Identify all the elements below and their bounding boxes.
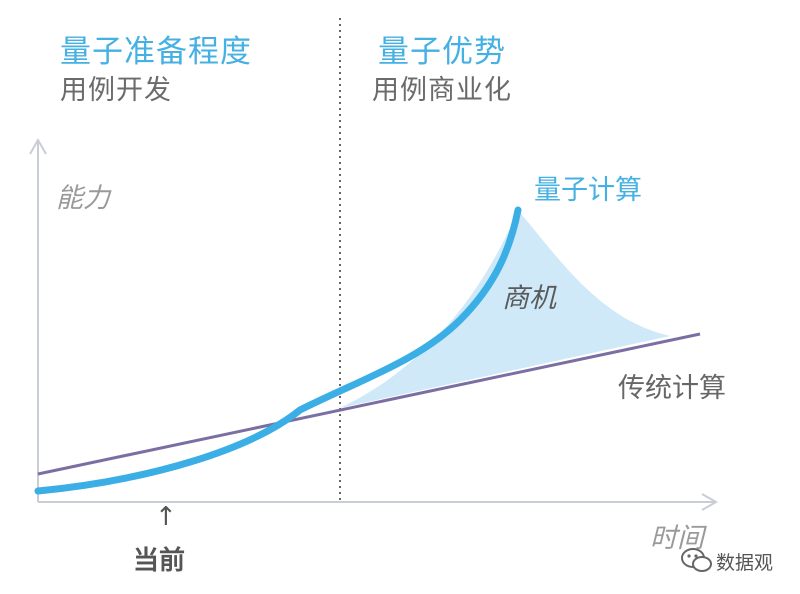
y-axis-arrowhead [29, 137, 47, 155]
quantum-computing-label: 量子计算 [534, 175, 642, 206]
classical-computing-label: 传统计算 [618, 373, 726, 404]
quantum-computing-curve [34, 206, 522, 495]
opportunity-region [340, 210, 670, 408]
wechat-logo-icon [681, 548, 712, 572]
readiness-phase-subtitle: 用例开发 [60, 75, 172, 106]
current-marker-arrow: ↑ [155, 502, 177, 532]
x-axis-arrowhead [701, 493, 719, 511]
y-axis-label: 能力 [56, 183, 110, 214]
watermark-text: 数据观 [716, 552, 774, 574]
advantage-phase-subtitle: 用例商业化 [372, 75, 512, 106]
watermark: 数据观 [680, 544, 792, 578]
advantage-phase-title: 量子优势 [378, 34, 506, 70]
classical-computing-line [37, 332, 701, 476]
opportunity-label: 商机 [502, 283, 556, 314]
current-marker-label: 当前 [133, 546, 186, 576]
readiness-phase-title: 量子准备程度 [60, 34, 252, 70]
